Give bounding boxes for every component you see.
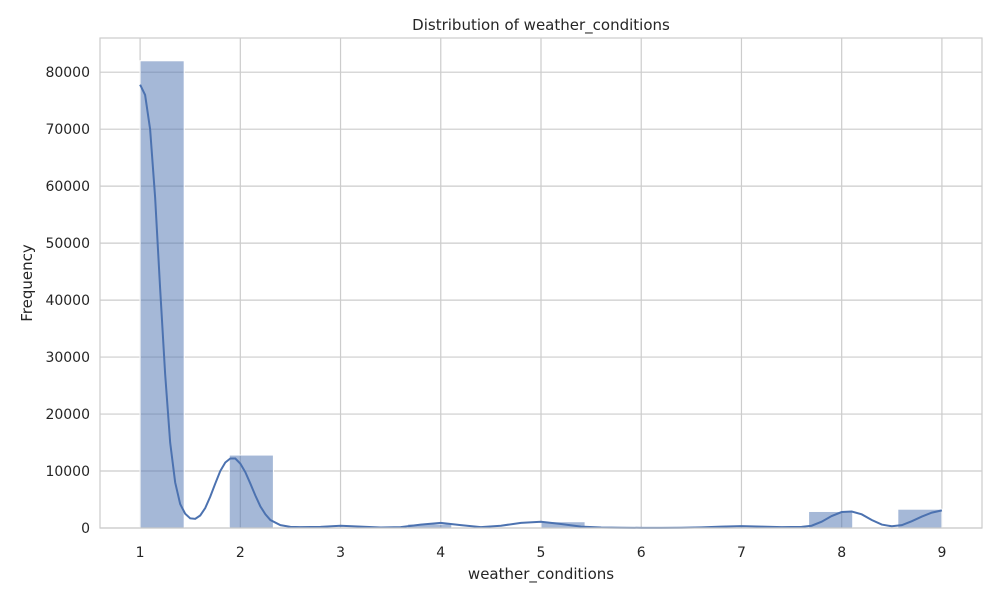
y-tick-label: 10000 (45, 464, 90, 480)
y-tick-label: 0 (81, 521, 90, 537)
kde-curve (139, 84, 943, 529)
x-tick-labels: 1 2 3 4 5 6 7 8 9 (136, 545, 947, 561)
x-tick-label: 9 (937, 545, 946, 561)
x-tick-label: 1 (136, 545, 145, 561)
y-tick-label: 30000 (45, 350, 90, 366)
y-axis-label: Frequency (18, 244, 36, 322)
y-tick-label: 50000 (45, 236, 90, 252)
y-tick-labels: 0 10000 20000 30000 40000 50000 60000 70000 8000… (45, 65, 90, 537)
y-tick-label: 80000 (45, 65, 90, 81)
x-tick-label: 3 (336, 545, 345, 561)
x-axis-label: weather_conditions (468, 565, 614, 584)
x-tick-label: 7 (737, 545, 746, 561)
y-tick-label: 40000 (45, 293, 90, 309)
histogram-bar-0 (139, 60, 185, 529)
x-tick-label: 8 (837, 545, 846, 561)
chart-title: Distribution of weather_conditions (412, 16, 670, 35)
plot-frame (99, 37, 983, 529)
x-tick-label: 6 (637, 545, 646, 561)
y-tick-label: 20000 (45, 407, 90, 423)
histogram-bar-15 (808, 510, 854, 529)
gridlines (100, 38, 982, 529)
y-tick-label: 70000 (45, 122, 90, 138)
y-tick-label: 60000 (45, 179, 90, 195)
x-tick-label: 2 (236, 545, 245, 561)
x-tick-label: 5 (537, 545, 546, 561)
x-tick-label: 4 (436, 545, 445, 561)
histogram-bars (139, 60, 943, 529)
